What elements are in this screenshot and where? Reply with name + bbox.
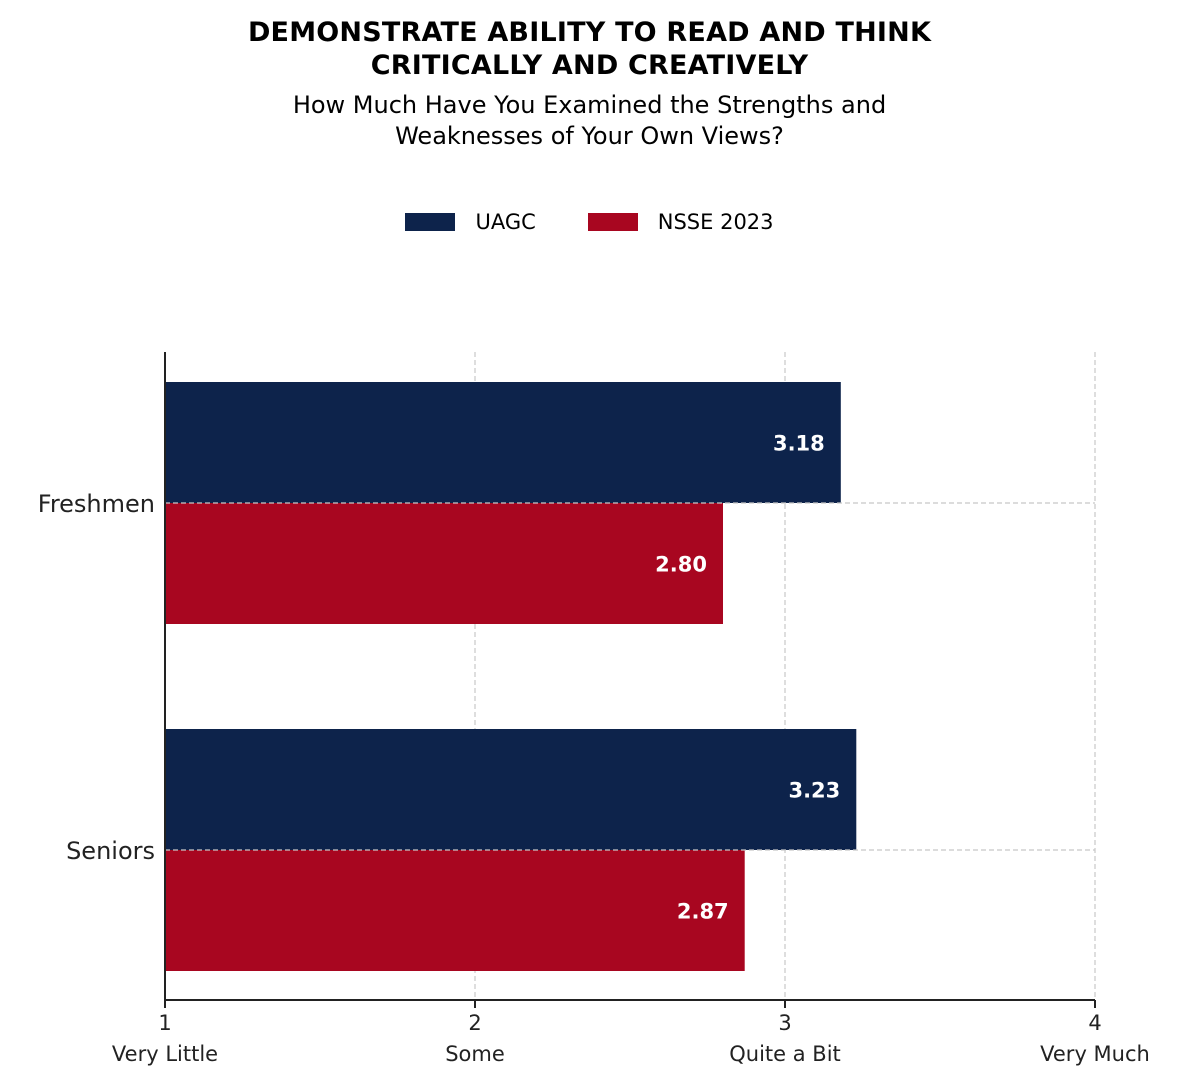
x-tick-sublabel-1: Very Little [112, 1042, 218, 1066]
legend-item-uagc: UAGC [405, 210, 536, 234]
x-tick-sublabel-3: Quite a Bit [729, 1042, 841, 1066]
legend: UAGC NSSE 2023 [0, 210, 1179, 234]
bar-seniors-uagc [165, 729, 857, 850]
legend-swatch-nsse [587, 213, 638, 231]
chart-title: DEMONSTRATE ABILITY TO READ AND THINK CR… [0, 16, 1179, 82]
bar-seniors-nsse-2023 [165, 850, 745, 971]
chart-title-line-1: DEMONSTRATE ABILITY TO READ AND THINK [247, 17, 932, 48]
data-label-freshmen-nsse-2023: 2.80 [655, 553, 707, 577]
x-tick-label-3: 3 [778, 1011, 791, 1035]
data-label-freshmen-uagc: 3.18 [773, 432, 825, 456]
legend-label-nsse: NSSE 2023 [657, 210, 774, 234]
chart-subtitle-line-1: How Much Have You Examined the Strengths… [292, 91, 887, 119]
data-label-seniors-nsse-2023: 2.87 [677, 900, 729, 924]
x-tick-sublabel-2: Some [445, 1042, 505, 1066]
chart-subtitle: How Much Have You Examined the Strengths… [0, 90, 1179, 152]
bar-freshmen-nsse-2023 [165, 503, 723, 624]
x-tick-sublabel-4: Very Much [1040, 1042, 1150, 1066]
title-block: DEMONSTRATE ABILITY TO READ AND THINK CR… [0, 16, 1179, 152]
x-tick-label-2: 2 [468, 1011, 481, 1035]
chart-subtitle-line-2: Weaknesses of Your Own Views? [395, 122, 784, 150]
category-label-seniors: Seniors [66, 837, 155, 865]
legend-swatch-uagc [405, 213, 456, 231]
x-tick-label-1: 1 [158, 1011, 171, 1035]
data-label-seniors-uagc: 3.23 [788, 779, 840, 803]
bar-freshmen-uagc [165, 382, 841, 503]
x-tick-label-4: 4 [1088, 1011, 1101, 1035]
category-label-freshmen: Freshmen [38, 490, 155, 518]
legend-item-nsse: NSSE 2023 [587, 210, 774, 234]
legend-label-uagc: UAGC [475, 210, 536, 234]
chart-title-line-2: CRITICALLY AND CREATIVELY [370, 50, 809, 81]
